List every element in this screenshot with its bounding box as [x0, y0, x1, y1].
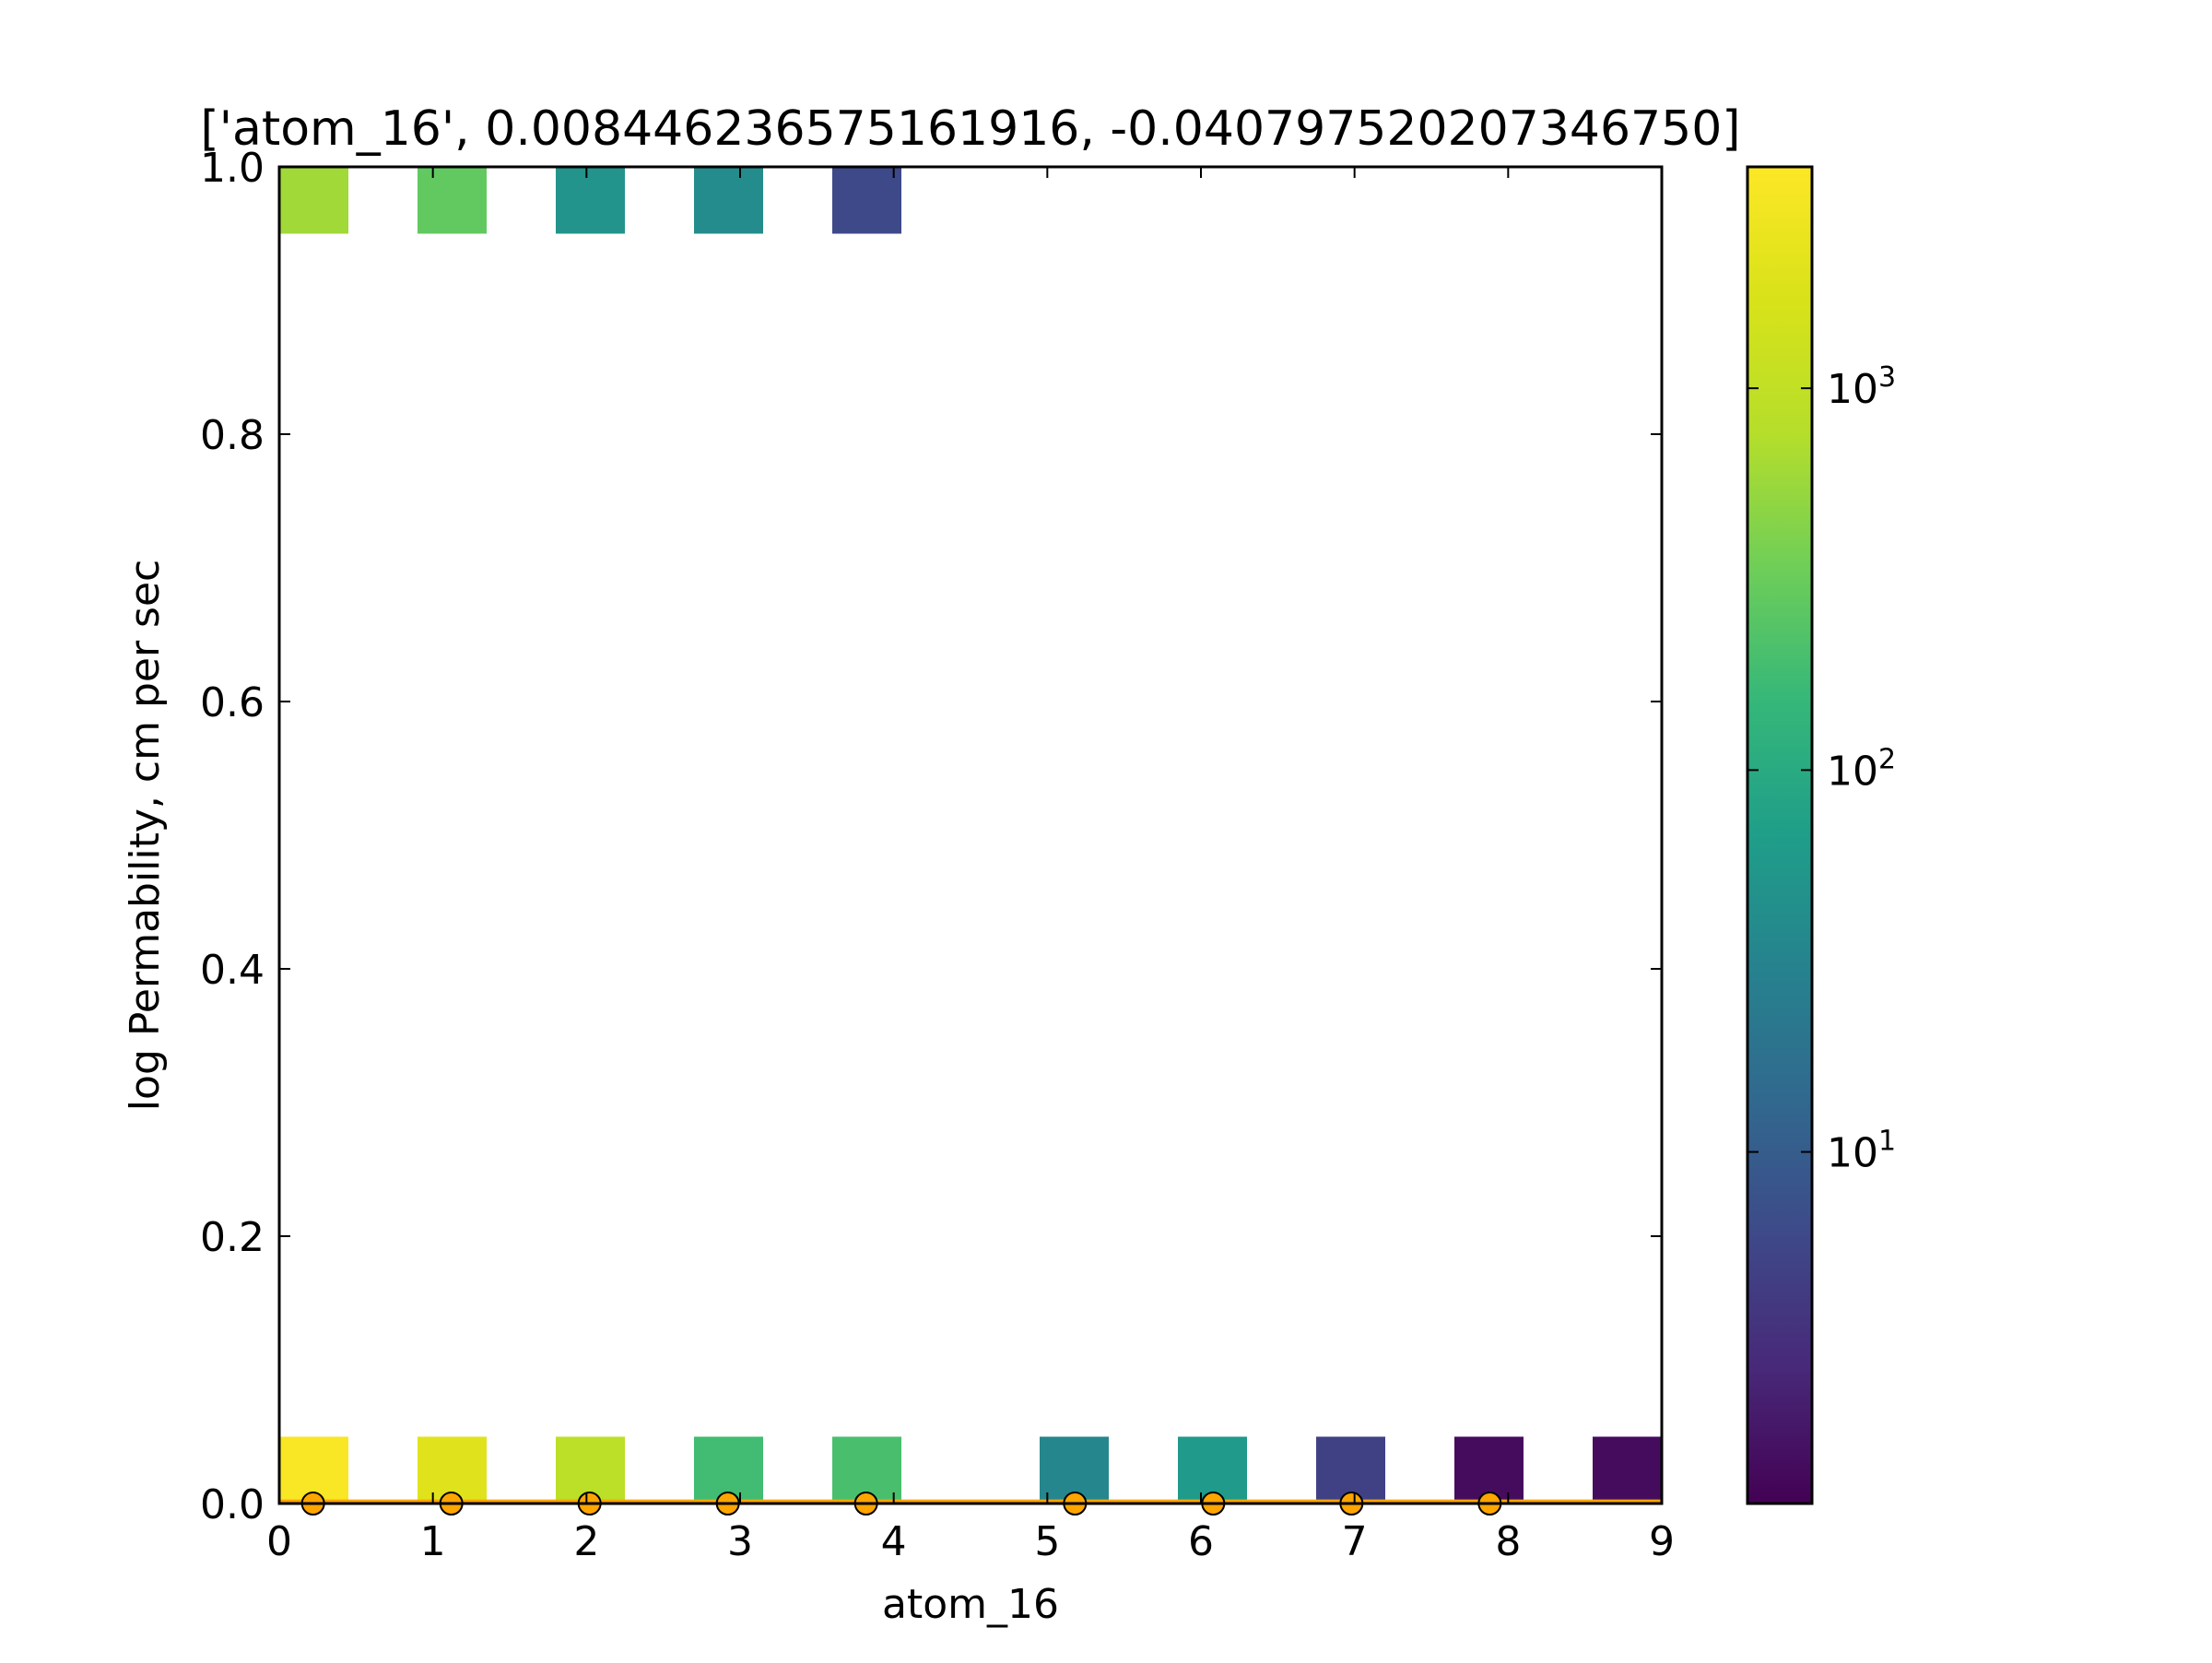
heatmap-cell-1 [418, 167, 487, 234]
x-tick-label-9: 9 [1649, 1518, 1675, 1565]
colorbar-tick-label-0: 101 [1827, 1126, 1896, 1177]
heatmap-cells [279, 167, 1662, 1504]
x-tick-label-3: 3 [727, 1518, 753, 1565]
x-tick-label-7: 7 [1342, 1518, 1368, 1565]
heatmap-cell-4 [832, 167, 901, 234]
y-axis-label: log Permability, cm per sec [122, 560, 169, 1111]
heatmap-cell-0 [279, 167, 348, 234]
x-tick-label-4: 4 [881, 1518, 907, 1565]
x-tick-label-5: 5 [1034, 1518, 1060, 1565]
x-tick-label-8: 8 [1495, 1518, 1521, 1565]
chart-title: ['atom_16', 0.008446236575161916, -0.040… [200, 101, 1740, 157]
colorbar-tick-label-2: 103 [1827, 361, 1896, 413]
heatmap-cell-2 [556, 167, 625, 234]
heatmap-cell-3 [694, 167, 763, 234]
colorbar-tick-label-1: 102 [1827, 743, 1896, 795]
y-tick-label-2: 0.4 [200, 947, 265, 994]
colorbar-ticks: 101 102 103 [1747, 361, 1896, 1177]
y-tick-label-1: 0.2 [200, 1214, 265, 1261]
y-tick-label-5: 1.0 [200, 145, 265, 192]
x-axis-label: atom_16 [882, 1581, 1059, 1628]
heatmap-cell-14 [1593, 1436, 1662, 1504]
x-tick-label-0: 0 [266, 1518, 292, 1565]
x-tick-label-6: 6 [1188, 1518, 1214, 1565]
y-tick-label-3: 0.6 [200, 679, 265, 726]
colorbar [1746, 165, 1814, 1505]
plot-frame [277, 165, 1664, 1505]
x-axis-ticks: 0 1 2 3 4 5 6 7 8 9 [266, 167, 1675, 1565]
y-tick-label-0: 0.0 [200, 1481, 265, 1528]
y-axis-ticks: 0.0 0.2 0.4 0.6 0.8 1.0 [200, 145, 1662, 1528]
y-tick-label-4: 0.8 [200, 412, 265, 459]
x-tick-label-1: 1 [420, 1518, 446, 1565]
x-tick-label-2: 2 [573, 1518, 599, 1565]
